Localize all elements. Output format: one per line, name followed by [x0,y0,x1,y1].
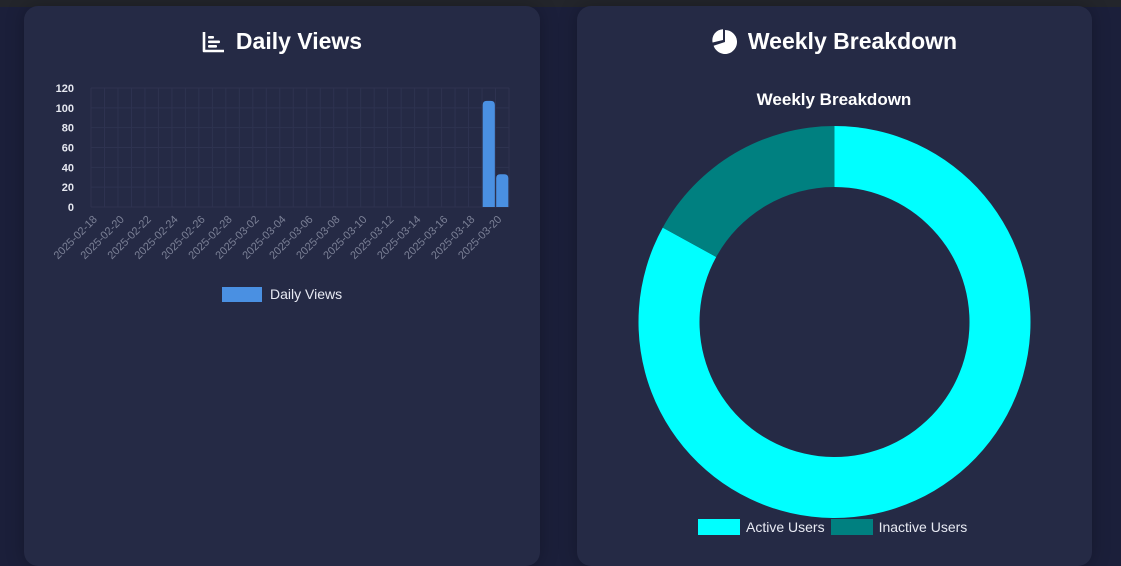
card-title: Daily Views [235,28,363,54]
pie-chart-icon [712,28,738,55]
bar-chart-icon [202,30,226,54]
weekly-breakdown-header: Weekly Breakdown [577,28,1092,55]
daily-views-card: Daily Views 0 20 40 60 80 100 120 2025-02-18 20… [24,6,540,566]
y-tick-label: 0 [68,202,74,214]
y-tick-label: 80 [62,123,74,135]
slice-inactive-users[interactable] [662,126,835,257]
daily-views-header: Daily Views [24,28,540,55]
chart-title: Weekly Breakdown [757,90,912,109]
card-title: Weekly Breakdown [747,28,958,54]
weekly-breakdown-chart: Weekly Breakdown [638,90,1031,519]
legend-item-inactive-users[interactable]: Inactive Users [830,519,968,535]
legend-swatch [698,519,740,535]
legend-label: Active Users [746,519,825,535]
legend-swatch [830,519,873,535]
y-tick-label: 60 [62,143,74,155]
legend-item-active-users[interactable]: Active Users [698,519,825,535]
daily-views-legend[interactable]: Daily Views [222,286,342,302]
slice-active-users[interactable] [638,126,1031,519]
y-tick-label: 120 [56,83,74,95]
y-tick-label: 100 [56,103,74,115]
bar[interactable] [482,100,495,207]
y-tick-label: 40 [62,162,74,174]
y-tick-label: 20 [62,182,74,194]
top-bar [0,0,1121,7]
weekly-breakdown-legend: Active Users Inactive Users [698,519,967,535]
weekly-breakdown-card: Weekly Breakdown Weekly Breakdown Active… [577,6,1092,566]
legend-label: Inactive Users [878,519,968,535]
legend-swatch [222,286,262,302]
legend-label: Daily Views [270,286,343,302]
bar[interactable] [496,174,509,207]
